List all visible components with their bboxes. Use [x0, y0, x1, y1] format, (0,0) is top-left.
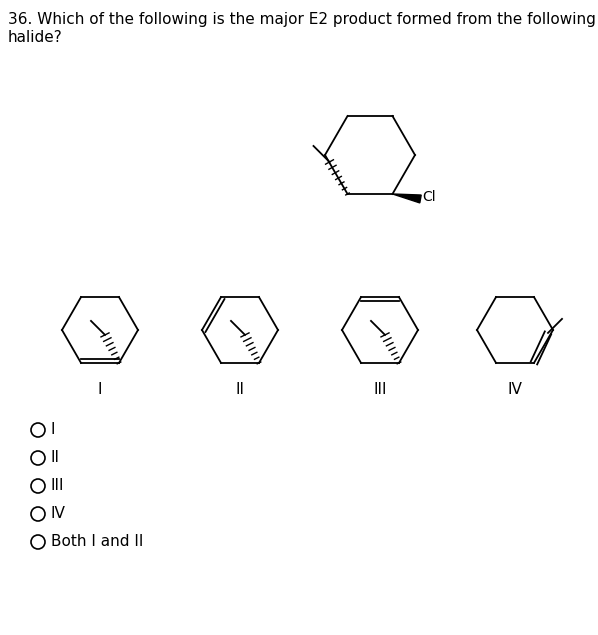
Text: Both I and II: Both I and II — [51, 535, 144, 549]
Text: halide?: halide? — [8, 30, 63, 45]
Text: II: II — [236, 382, 245, 397]
Text: Cl: Cl — [423, 190, 436, 204]
Text: I: I — [97, 382, 102, 397]
Text: I: I — [51, 422, 56, 438]
Text: II: II — [51, 450, 60, 465]
Polygon shape — [392, 194, 421, 203]
Text: IV: IV — [508, 382, 523, 397]
Text: III: III — [51, 479, 65, 493]
Text: IV: IV — [51, 507, 66, 521]
Text: 36. Which of the following is the major E2 product formed from the following alk: 36. Which of the following is the major … — [8, 12, 598, 27]
Text: III: III — [373, 382, 387, 397]
